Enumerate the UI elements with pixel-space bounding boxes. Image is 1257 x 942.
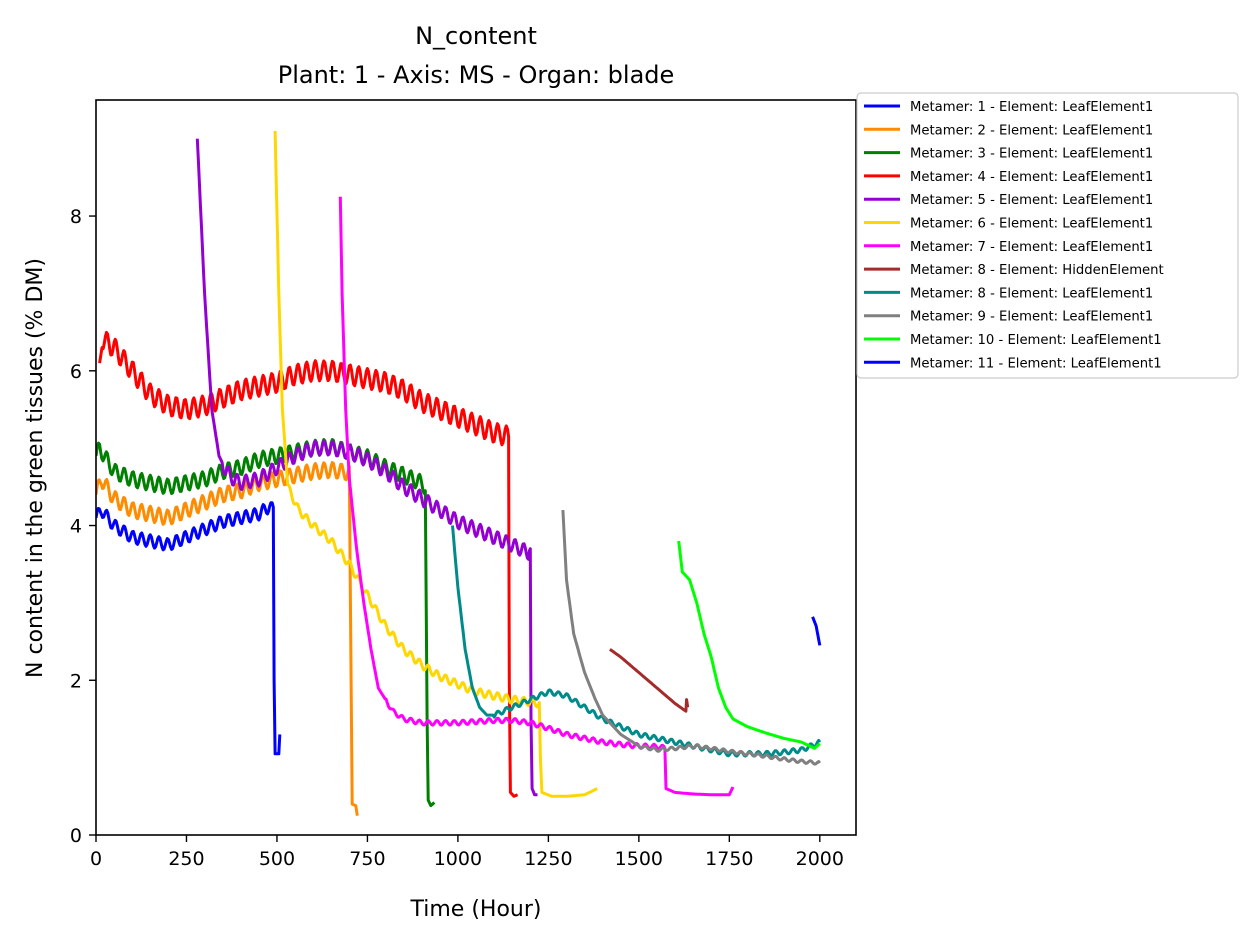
series-line-11 [677, 540, 821, 750]
series-line-12 [811, 616, 822, 646]
legend-label: Metamer: 11 - Element: LeafElement1 [910, 356, 1162, 371]
plot-area: 0 250 500 750 1000 1250 1500 1750 2000 0 2 4 6 8 [70, 99, 857, 870]
legend-label: Metamer: 1 - Element: LeafElement1 [910, 100, 1153, 115]
x-tick-label: 250 [168, 848, 204, 870]
y-tick-label: 2 [70, 670, 82, 692]
series-line-7 [338, 196, 735, 797]
y-tick-label: 4 [70, 516, 82, 538]
legend-label: Metamer: 9 - Element: LeafElement1 [910, 310, 1153, 325]
x-tick-label: 1750 [705, 848, 753, 870]
series-line-2 [96, 461, 359, 816]
legend-label: Metamer: 2 - Element: LeafElement1 [910, 123, 1153, 138]
legend-items: Metamer: 1 - Element: LeafElement1 Metame… [864, 100, 1164, 371]
legend-label: Metamer: 7 - Element: LeafElement1 [910, 240, 1153, 255]
legend-label: Metamer: 8 - Element: LeafElement1 [910, 286, 1153, 301]
y-axis-label: N content in the green tissues (% DM) [23, 258, 48, 678]
x-axis-label: Time (Hour) [410, 897, 542, 922]
series-line-9 [451, 525, 822, 758]
x-tick-label: 1250 [524, 848, 572, 870]
x-tick-label: 2000 [796, 848, 844, 870]
series-line-6 [273, 130, 598, 798]
series-line-8 [609, 648, 690, 713]
y-axis: 0 2 4 6 8 [70, 206, 96, 847]
legend-label: Metamer: 10 - Element: LeafElement1 [910, 333, 1162, 348]
legend-box [856, 92, 1239, 379]
y-tick-label: 8 [70, 206, 82, 228]
series-layer [96, 130, 822, 816]
series-line-10 [561, 510, 822, 766]
legend-label: Metamer: 3 - Element: LeafElement1 [910, 147, 1153, 162]
series-line-3 [96, 438, 436, 808]
x-tick-label: 1500 [615, 848, 663, 870]
y-tick-label: 6 [70, 361, 82, 383]
x-axis: 0 250 500 750 1000 1250 1500 1750 2000 [90, 835, 844, 870]
legend-label: Metamer: 8 - Element: HiddenElement [910, 263, 1164, 278]
legend-label: Metamer: 6 - Element: LeafElement1 [910, 217, 1153, 232]
legend-label: Metamer: 5 - Element: LeafElement1 [910, 193, 1153, 208]
chart-title: N_content [415, 22, 537, 50]
series-line-5 [195, 138, 539, 797]
x-tick-label: 500 [259, 848, 295, 870]
legend: Metamer: 1 - Element: LeafElement1 Metame… [856, 92, 1239, 379]
series-line-4 [98, 330, 519, 798]
x-tick-label: 1000 [434, 848, 482, 870]
plot-frame [95, 99, 857, 836]
x-tick-label: 750 [349, 848, 385, 870]
y-tick-label: 0 [70, 825, 82, 847]
legend-label: Metamer: 4 - Element: LeafElement1 [910, 170, 1153, 185]
series-line-1 [96, 501, 282, 756]
chart-subtitle: Plant: 1 - Axis: MS - Organ: blade [278, 61, 675, 89]
x-tick-label: 0 [90, 848, 102, 870]
